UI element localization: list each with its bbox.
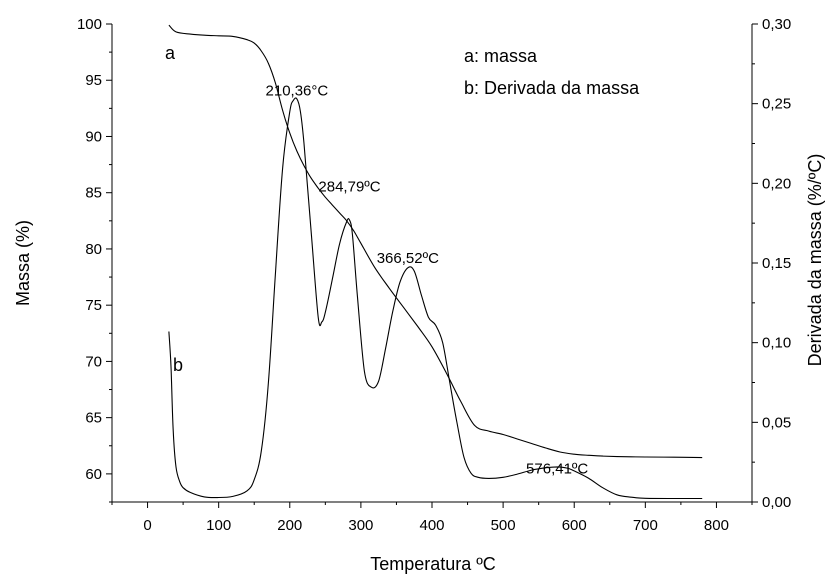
x-tick-label-3: 300 <box>348 517 373 534</box>
x-tick-label-8: 800 <box>704 517 729 534</box>
legend-entry-derivada: b: Derivada da massa <box>464 78 640 98</box>
legend-entry-massa: a: massa <box>464 46 538 66</box>
y-right-tick-label-5: 0,25 <box>762 96 791 113</box>
series-line-derivada <box>168 97 703 500</box>
peak-label-0: 210,36°C <box>266 83 329 100</box>
series-line-massa <box>168 24 703 459</box>
x-tick-label-5: 500 <box>491 517 516 534</box>
y-left-tick-label-2: 70 <box>85 353 102 370</box>
x-axis-title: Temperatura ºC <box>370 554 496 574</box>
x-tick-label-7: 700 <box>633 517 658 534</box>
y-right-tick-label-2: 0,10 <box>762 335 791 352</box>
x-tick-label-1: 100 <box>206 517 231 534</box>
annotations: 210,36°C 284,79ºC 366,52ºC 576,41ºC <box>266 83 589 478</box>
axes: 0 100 200 300 400 500 600 700 800 60 65 70 75 80 85 90 9… <box>77 16 791 534</box>
y-right-tick-label-4: 0,20 <box>762 175 791 192</box>
y-axis-right-title: Derivada da massa (%/ºC) <box>805 154 825 367</box>
y-left-tick-label-7: 95 <box>85 72 102 89</box>
peak-label-2: 366,52ºC <box>377 250 439 267</box>
curves <box>168 24 703 500</box>
y-left-tick-label-3: 75 <box>85 297 102 314</box>
y-left-tick-label-6: 90 <box>85 128 102 145</box>
y-left-tick-label-8: 100 <box>77 16 102 33</box>
curve-label-b: b <box>173 355 183 375</box>
x-tick-label-6: 600 <box>562 517 587 534</box>
x-tick-label-2: 200 <box>277 517 302 534</box>
peak-label-1: 284,79ºC <box>318 178 380 195</box>
y-left-tick-label-4: 80 <box>85 241 102 258</box>
y-left-tick-label-0: 60 <box>85 466 102 483</box>
y-right-tick-label-6: 0,30 <box>762 16 791 33</box>
peak-label-3: 576,41ºC <box>526 460 588 477</box>
x-tick-label-4: 400 <box>419 517 444 534</box>
x-tick-label-0: 0 <box>143 517 151 534</box>
curve-label-a: a <box>165 43 176 63</box>
y-right-tick-label-3: 0,15 <box>762 255 791 272</box>
y-right-tick-label-1: 0,05 <box>762 414 791 431</box>
y-left-tick-label-1: 65 <box>85 410 102 427</box>
y-left-tick-label-5: 85 <box>85 185 102 202</box>
y-axis-left-title: Massa (%) <box>13 220 33 306</box>
y-right-tick-label-0: 0,00 <box>762 494 791 511</box>
